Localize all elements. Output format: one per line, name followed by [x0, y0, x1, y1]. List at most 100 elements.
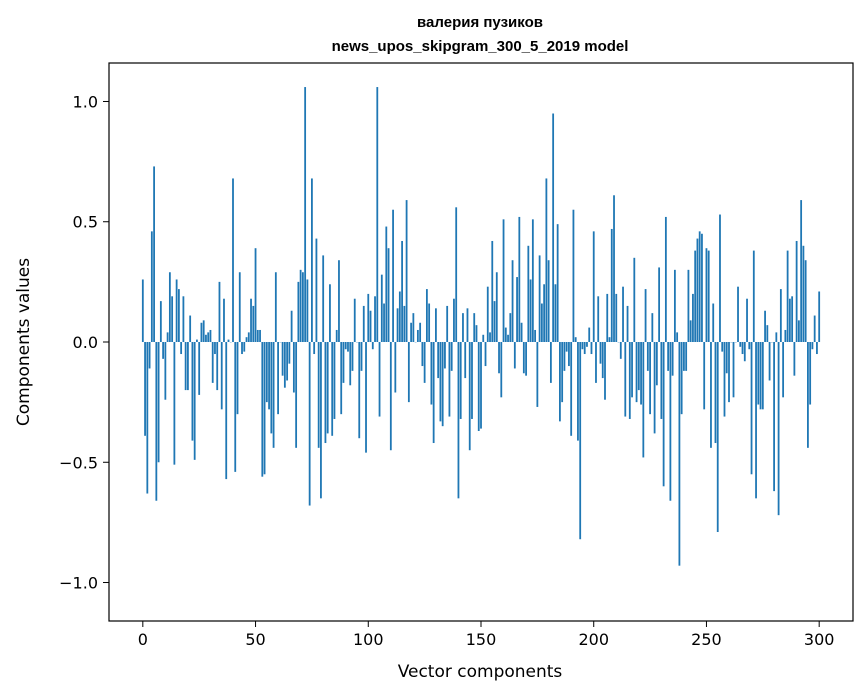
bar	[714, 342, 717, 444]
bar	[788, 298, 791, 342]
bar	[502, 219, 505, 342]
bar	[394, 342, 397, 393]
bar	[196, 339, 198, 342]
bar	[171, 296, 174, 342]
bar	[689, 320, 692, 342]
bar	[545, 178, 548, 342]
bar	[540, 303, 543, 342]
bar	[475, 325, 478, 342]
bar	[252, 305, 255, 342]
bar	[333, 342, 336, 419]
bar	[710, 342, 712, 448]
bar	[563, 342, 566, 371]
bar	[779, 289, 782, 342]
bar	[725, 342, 728, 374]
bar	[565, 342, 568, 352]
bar	[752, 250, 755, 342]
bar	[245, 337, 248, 342]
bar	[640, 342, 642, 405]
bar	[268, 342, 270, 410]
bar	[601, 342, 604, 379]
bar	[392, 209, 394, 342]
bar	[378, 342, 381, 417]
bar	[712, 303, 715, 342]
bar	[281, 342, 284, 376]
bar	[389, 342, 392, 451]
bar	[746, 298, 748, 342]
bar	[446, 305, 449, 342]
bar	[811, 342, 814, 350]
bar	[430, 342, 433, 405]
bar	[344, 342, 347, 350]
bar	[522, 342, 525, 374]
bar	[516, 277, 518, 342]
bar	[701, 233, 703, 342]
bar	[493, 301, 496, 342]
bar	[739, 342, 742, 347]
bar	[807, 342, 809, 448]
bar	[315, 238, 318, 342]
bar	[581, 342, 584, 350]
bar	[764, 310, 766, 342]
bar	[462, 313, 464, 342]
x-tick-label: 100	[353, 630, 384, 649]
bar	[737, 286, 739, 342]
y-tick-label: 0.5	[73, 213, 98, 232]
bar	[534, 329, 537, 342]
bar	[784, 329, 787, 342]
bar	[200, 322, 203, 342]
bar	[453, 298, 455, 342]
bar	[671, 342, 674, 376]
bar	[162, 342, 165, 359]
bar	[673, 269, 676, 342]
bar	[265, 342, 268, 403]
bar	[795, 240, 798, 342]
bar	[757, 342, 760, 405]
bar	[504, 327, 507, 342]
bar	[775, 332, 778, 342]
bar	[220, 342, 223, 410]
bar	[153, 166, 155, 342]
bar	[667, 342, 670, 371]
bar	[457, 342, 460, 499]
x-tick-label: 300	[804, 630, 835, 649]
bar	[694, 250, 697, 342]
bar	[207, 332, 210, 342]
bar	[538, 255, 541, 342]
bar	[335, 329, 338, 342]
bar	[761, 342, 764, 410]
bar	[425, 289, 428, 342]
bar	[549, 342, 552, 383]
bar	[385, 226, 388, 342]
bar	[755, 342, 757, 499]
bar	[568, 342, 570, 367]
y-tick-label: 1.0	[73, 92, 98, 111]
bar	[241, 342, 243, 355]
x-tick-label: 200	[578, 630, 609, 649]
bar	[322, 255, 325, 342]
bar	[597, 296, 600, 342]
bar	[759, 342, 762, 410]
bar	[286, 342, 289, 381]
bar	[189, 315, 192, 342]
bar	[500, 342, 503, 398]
bar	[313, 342, 316, 355]
bar	[159, 301, 162, 342]
bar	[719, 214, 721, 342]
bar	[419, 322, 422, 342]
bar	[299, 269, 302, 342]
bar	[301, 272, 304, 342]
bar	[232, 178, 234, 342]
bar	[234, 342, 237, 472]
bar	[211, 342, 214, 383]
bar	[595, 342, 597, 383]
bar	[536, 342, 539, 407]
bar	[227, 339, 230, 342]
bar	[477, 342, 480, 431]
bar	[297, 281, 300, 342]
bar	[766, 325, 769, 342]
bar	[398, 291, 401, 342]
bar	[342, 342, 345, 383]
bar	[628, 342, 631, 419]
chart-subtitle: news_upos_skipgram_300_5_2019 model	[332, 38, 629, 55]
